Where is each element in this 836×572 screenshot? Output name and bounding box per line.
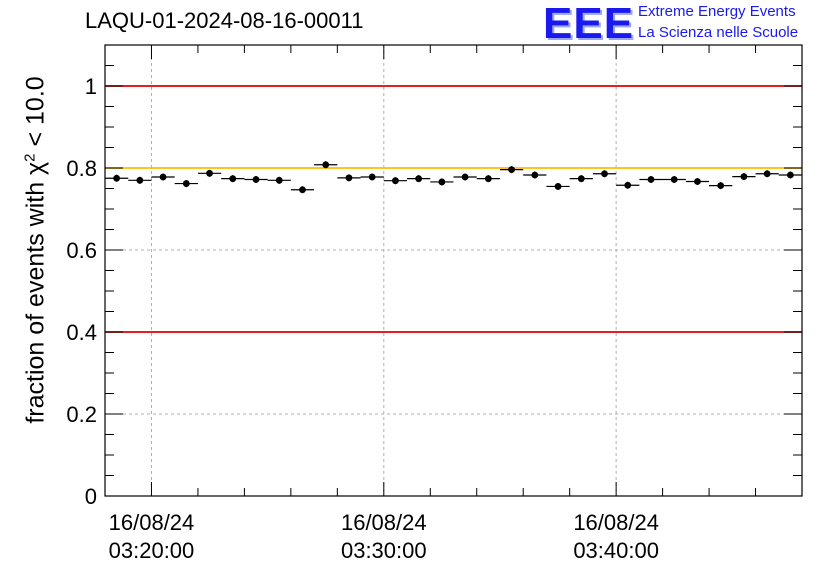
y-tick-label-4: 0.8 — [66, 156, 97, 181]
data-point-27 — [732, 173, 756, 181]
data-point-marker-16 — [484, 175, 492, 183]
plot-frame — [104, 44, 803, 497]
data-point-3 — [174, 180, 198, 188]
data-point-marker-4 — [206, 169, 213, 177]
grid — [105, 45, 802, 496]
x-tick-date-1: 16/08/24 — [341, 510, 427, 535]
data-point-7 — [267, 176, 291, 184]
data-point-6 — [244, 175, 268, 183]
data-point-marker-6 — [252, 176, 260, 183]
y-tick-label-0: 0 — [85, 484, 97, 509]
data-point-21 — [592, 170, 617, 178]
data-point-0 — [105, 174, 129, 182]
data-point-marker-27 — [740, 173, 748, 181]
data-point-marker-26 — [717, 182, 725, 190]
data-point-marker-23 — [647, 176, 655, 183]
data-point-marker-0 — [113, 174, 121, 182]
data-point-marker-29 — [786, 171, 794, 179]
chart-title: LAQU-01-2024-08-16-00011 — [85, 8, 364, 33]
x-tick-time-1: 03:30:00 — [341, 538, 427, 563]
data-point-marker-24 — [670, 176, 678, 183]
data-point-26 — [709, 182, 733, 190]
data-point-29 — [778, 171, 802, 179]
data-point-marker-28 — [763, 170, 771, 178]
data-point-11 — [360, 173, 384, 181]
data-point-5 — [221, 175, 245, 183]
y-tick-label-3: 0.6 — [66, 238, 97, 263]
data-point-17 — [499, 166, 524, 174]
logo-line-2: La Scienza nelle Scuole — [638, 24, 799, 41]
data-point-15 — [453, 173, 477, 181]
data-point-1 — [128, 176, 152, 184]
data-point-14 — [430, 178, 454, 186]
x-tick-date-0: 16/08/24 — [109, 510, 195, 535]
data-point-marker-18 — [531, 171, 539, 179]
data-point-marker-21 — [601, 170, 608, 178]
data-point-16 — [476, 175, 500, 183]
data-point-4 — [197, 169, 222, 177]
data-point-marker-25 — [694, 178, 701, 185]
axes: 0 0.2 0.4 0.6 0.8 1 16/08/24 03:20:00 16/08/24 03… — [66, 44, 803, 563]
data-point-10 — [337, 174, 361, 182]
data-point-8 — [290, 186, 315, 194]
data-point-20 — [569, 175, 593, 183]
data-point-marker-9 — [322, 161, 330, 169]
data-points — [105, 161, 802, 194]
eee-logo: EEE — [543, 0, 635, 48]
data-point-marker-22 — [624, 181, 632, 189]
data-point-marker-8 — [299, 186, 306, 194]
data-point-marker-19 — [554, 183, 562, 190]
data-point-marker-11 — [368, 173, 376, 181]
y-tick-label-2: 0.4 — [66, 320, 97, 345]
data-point-13 — [407, 175, 431, 183]
x-tick-time-0: 03:20:00 — [109, 538, 195, 563]
data-point-9 — [314, 161, 338, 169]
data-point-25 — [685, 178, 710, 186]
data-point-marker-14 — [438, 178, 446, 186]
reference-lines — [105, 85, 802, 333]
data-point-marker-15 — [461, 173, 469, 181]
data-point-marker-3 — [182, 180, 190, 187]
data-point-marker-5 — [229, 175, 237, 183]
data-point-23 — [639, 175, 663, 183]
data-point-marker-2 — [159, 173, 167, 181]
data-point-marker-7 — [275, 176, 283, 184]
y-tick-label-1: 0.2 — [66, 402, 97, 427]
data-point-12 — [383, 177, 408, 185]
data-point-marker-20 — [577, 175, 585, 183]
data-point-marker-13 — [415, 175, 423, 183]
data-point-marker-10 — [345, 174, 353, 182]
data-point-28 — [755, 170, 779, 178]
data-point-22 — [616, 181, 640, 189]
x-tick-time-2: 03:40:00 — [573, 538, 659, 563]
data-point-24 — [662, 175, 686, 183]
data-point-marker-12 — [392, 177, 399, 185]
data-point-18 — [523, 171, 547, 179]
data-point-2 — [151, 173, 175, 181]
data-point-19 — [546, 182, 570, 190]
x-tick-date-2: 16/08/24 — [573, 510, 659, 535]
data-point-marker-1 — [136, 176, 144, 184]
y-tick-label-5: 1 — [85, 74, 97, 99]
logo-line-1: Extreme Energy Events — [638, 3, 796, 20]
data-point-marker-17 — [508, 166, 515, 174]
